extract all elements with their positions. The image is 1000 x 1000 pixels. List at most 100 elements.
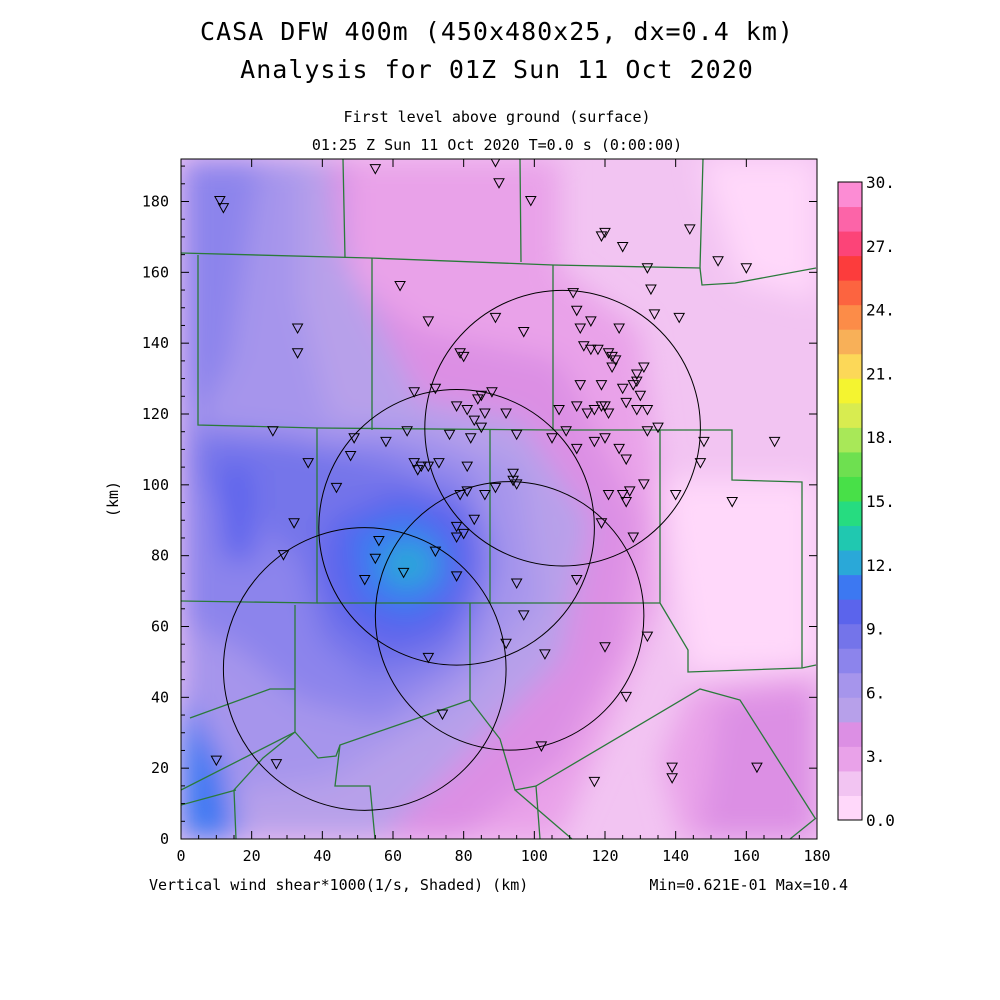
station-marker xyxy=(546,433,558,444)
plot-area xyxy=(181,159,817,839)
station-marker xyxy=(726,497,739,508)
station-marker xyxy=(217,203,230,214)
station-marker xyxy=(457,351,470,363)
station-marker xyxy=(500,408,512,420)
colorbar-label: 27. xyxy=(866,237,895,256)
colorbar-swatch xyxy=(838,206,862,232)
station-marker xyxy=(401,426,413,437)
station-marker xyxy=(630,404,643,416)
colorbar: 0.0 3. 6. 9. 12. 15. 18. 21. 24. 27. 30. xyxy=(837,173,895,830)
station-marker xyxy=(673,312,686,324)
station-marker xyxy=(652,422,664,434)
colorbar-swatch xyxy=(838,501,862,527)
station-marker xyxy=(500,638,512,650)
station-marker xyxy=(510,578,523,590)
station-markers xyxy=(210,159,781,788)
station-marker xyxy=(464,433,477,444)
x-axis: 0 20 40 60 80 100 120 140 160 180 xyxy=(176,159,831,865)
station-marker xyxy=(553,404,565,416)
station-marker xyxy=(606,351,618,363)
subtitle-line1: First level above ground (surface) xyxy=(343,108,650,126)
y-tick-label: 60 xyxy=(151,618,169,636)
colorbar-label: 15. xyxy=(866,492,895,511)
station-marker xyxy=(751,762,763,774)
county-boundaries xyxy=(181,159,817,839)
station-marker xyxy=(373,536,385,547)
station-marker xyxy=(641,263,654,274)
x-tick-label: 80 xyxy=(455,847,473,865)
x-tick-label: 120 xyxy=(591,847,618,865)
title-line2: Analysis for 01Z Sun 11 Oct 2020 xyxy=(240,55,754,84)
station-marker xyxy=(422,652,435,664)
station-marker xyxy=(454,348,466,359)
y-axis: 0 20 40 60 80 100 120 140 160 180 xyxy=(142,165,817,848)
station-marker xyxy=(602,489,615,501)
station-marker xyxy=(630,369,643,381)
x-tick-label: 160 xyxy=(733,847,760,865)
station-marker xyxy=(666,773,678,784)
station-marker xyxy=(510,429,523,441)
colorbar-label: 12. xyxy=(866,556,895,575)
station-marker xyxy=(620,691,633,703)
station-marker xyxy=(277,550,290,561)
colorbar-label: 24. xyxy=(866,301,895,320)
station-marker xyxy=(475,390,488,402)
colorbar-swatch xyxy=(838,231,862,257)
colorbar-frame xyxy=(837,181,863,821)
station-marker xyxy=(581,408,594,420)
station-marker xyxy=(606,362,618,373)
colorbar-swatch xyxy=(838,623,862,649)
station-marker xyxy=(479,489,491,501)
station-marker xyxy=(599,642,611,653)
station-marker xyxy=(214,196,226,207)
station-marker xyxy=(602,408,615,420)
station-marker xyxy=(429,546,442,558)
footer-right: Min=0.621E-01 Max=10.4 xyxy=(649,876,848,894)
station-marker xyxy=(510,479,523,490)
station-marker xyxy=(270,759,283,770)
station-marker xyxy=(585,344,597,356)
x-tick-label: 60 xyxy=(384,847,402,865)
colorbar-label: 21. xyxy=(866,364,895,383)
station-marker xyxy=(450,571,463,582)
station-marker xyxy=(638,362,650,373)
y-tick-label: 140 xyxy=(142,334,169,352)
x-tick-label: 180 xyxy=(803,847,830,865)
colorbar-label: 9. xyxy=(866,620,885,639)
station-marker xyxy=(450,521,463,533)
colorbar-swatch xyxy=(838,721,862,747)
y-tick-label: 160 xyxy=(142,263,169,281)
station-marker xyxy=(415,461,428,473)
station-marker xyxy=(468,514,481,526)
colorbar-swatch xyxy=(838,182,862,208)
y-tick-label: 0 xyxy=(160,830,169,848)
station-marker xyxy=(570,443,583,455)
station-marker xyxy=(641,631,654,643)
station-marker xyxy=(609,355,622,366)
station-marker xyxy=(408,387,421,398)
station-marker xyxy=(616,242,629,253)
station-marker xyxy=(330,482,343,494)
station-marker xyxy=(648,309,661,320)
y-tick-label: 180 xyxy=(142,193,169,211)
station-marker xyxy=(475,422,488,434)
station-marker xyxy=(369,164,382,175)
radar-circle-4 xyxy=(424,289,701,567)
y-tick-label: 100 xyxy=(142,476,169,494)
station-marker xyxy=(602,348,615,359)
station-marker xyxy=(422,461,435,473)
station-marker xyxy=(588,404,601,416)
station-marker xyxy=(517,327,530,338)
station-marker xyxy=(570,574,583,586)
station-marker xyxy=(489,312,502,324)
station-marker xyxy=(507,468,519,480)
station-marker xyxy=(535,741,548,752)
x-tick-label: 0 xyxy=(176,847,185,865)
station-marker xyxy=(574,323,587,335)
colorbar-swatch xyxy=(838,402,862,428)
colorbar-swatch xyxy=(838,795,862,821)
station-marker xyxy=(627,532,640,543)
station-marker xyxy=(348,433,360,444)
station-marker xyxy=(627,380,640,391)
